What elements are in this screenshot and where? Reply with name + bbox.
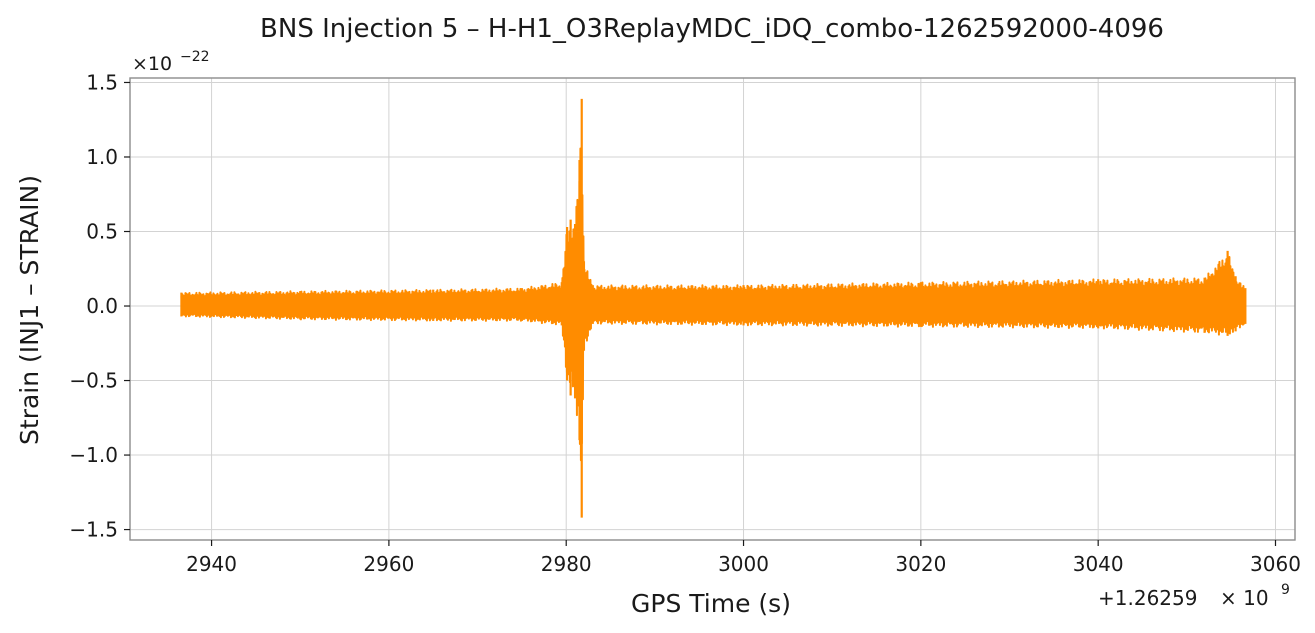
x-offset-value: +1.26259 xyxy=(1098,586,1197,610)
y-multiplier-exponent: −22 xyxy=(180,49,210,65)
x-tick-label: 2960 xyxy=(363,552,414,576)
y-multiplier-base: ×10 xyxy=(132,53,172,75)
x-tick-label: 3060 xyxy=(1250,552,1301,576)
y-tick-label: 1.5 xyxy=(86,70,118,94)
y-tick-label: −1.5 xyxy=(69,518,118,542)
x-tick-label: 3000 xyxy=(718,552,769,576)
chart-title: BNS Injection 5 – H-H1_O3ReplayMDC_iDQ_c… xyxy=(260,14,1164,44)
x-axis-ticks: 2940 2960 2980 3000 3020 3040 3060 xyxy=(186,540,1301,576)
y-multiplier: ×10 −22 xyxy=(132,49,210,75)
x-axis-label: GPS Time (s) xyxy=(631,589,791,618)
y-tick-label: 1.0 xyxy=(86,145,118,169)
plot-area xyxy=(180,98,1247,518)
x-offset-multiplier: × 10 xyxy=(1220,586,1269,610)
x-offset: +1.26259 × 10 9 xyxy=(1098,582,1290,610)
x-offset-exponent: 9 xyxy=(1281,582,1290,598)
y-tick-label: 0.5 xyxy=(86,220,118,244)
strain-series-line xyxy=(180,147,1246,462)
x-tick-label: 3020 xyxy=(895,552,946,576)
y-tick-label: 0.0 xyxy=(86,294,118,318)
x-tick-label: 3040 xyxy=(1073,552,1124,576)
y-axis-label: Strain (INJ1 – STRAIN) xyxy=(15,175,44,445)
y-tick-label: −0.5 xyxy=(69,369,118,393)
y-axis-ticks: 1.5 1.0 0.5 0.0 −0.5 −1.0 −1.5 xyxy=(69,70,130,542)
axes-frame xyxy=(129,77,1296,541)
y-tick-label: −1.0 xyxy=(69,443,118,467)
x-tick-label: 2940 xyxy=(186,552,237,576)
x-tick-label: 2980 xyxy=(541,552,592,576)
